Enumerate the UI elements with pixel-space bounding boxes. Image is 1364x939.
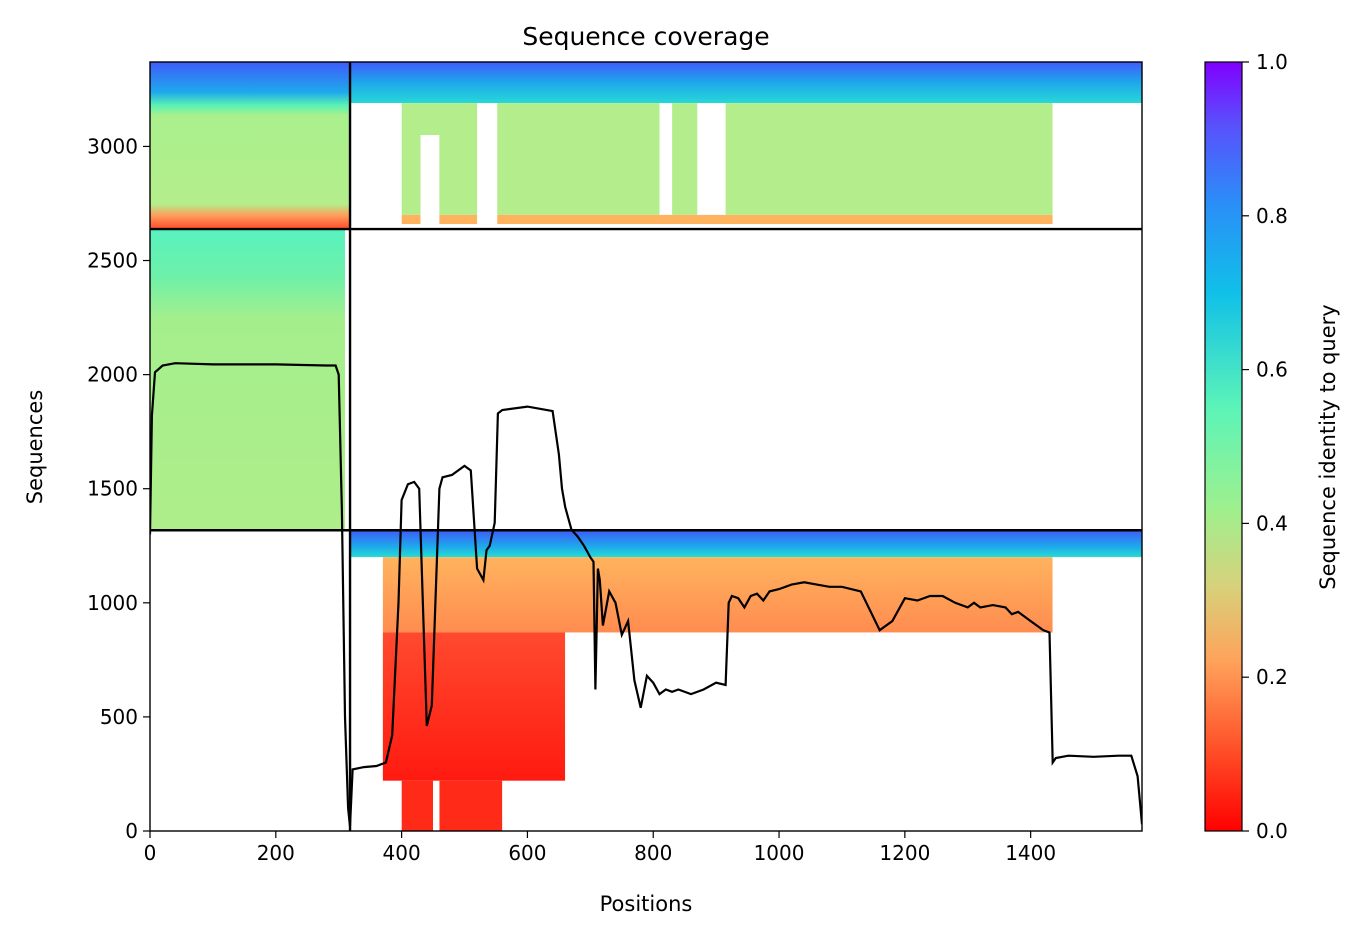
y-tick-label: 2500 — [87, 249, 138, 273]
y-axis-title: Sequences — [23, 390, 47, 505]
x-tick-label: 600 — [508, 841, 546, 865]
y-tick-label: 0 — [125, 819, 138, 843]
coverage-gap-1 — [420, 135, 440, 225]
coverage-gap-0 — [350, 103, 402, 225]
x-axis: 0 200 400 600 800 1000 1200 1400 — [144, 831, 1056, 865]
y-tick-label: 500 — [100, 705, 138, 729]
colorbar-tick-label: 0.4 — [1256, 511, 1288, 535]
coverage-gap-10 — [433, 780, 440, 831]
block-top-left — [150, 62, 351, 230]
x-tick-label: 200 — [257, 841, 295, 865]
colorbar-tick-label: 1.0 — [1256, 50, 1288, 74]
plot-frame — [149, 61, 1143, 832]
block-low-low — [382, 632, 566, 781]
coverage-heatmap — [150, 62, 1142, 831]
block-mid-left — [150, 229, 346, 531]
y-tick-label: 3000 — [87, 134, 138, 158]
block-top-right-mid — [401, 103, 1053, 215]
colorbar-tick-label: 0.0 — [1256, 819, 1288, 843]
colorbar — [1204, 61, 1243, 832]
block-low-mid — [382, 557, 1053, 633]
x-tick-label: 1000 — [754, 841, 805, 865]
colorbar-ticks: 0.0 0.2 0.4 0.6 0.8 1.0 — [1242, 50, 1288, 843]
y-tick-label: 2000 — [87, 363, 138, 387]
x-axis-title: Positions — [600, 892, 693, 916]
coverage-gap-7 — [1052, 557, 1142, 633]
coverage-line — [150, 362, 1142, 827]
x-tick-label: 800 — [634, 841, 672, 865]
x-tick-label: 1400 — [1005, 841, 1056, 865]
coverage-gap-8 — [565, 632, 1142, 831]
colorbar-tick-label: 0.8 — [1256, 204, 1288, 228]
y-tick-label: 1000 — [87, 591, 138, 615]
colorbar-tick-label: 0.6 — [1256, 358, 1288, 382]
y-axis: 0 500 1000 1500 2000 2500 3000 — [87, 134, 150, 843]
coverage-gap-11 — [502, 780, 566, 831]
block-top-right-low — [401, 214, 1053, 225]
chart-title: Sequence coverage — [522, 22, 769, 51]
coverage-gap-4 — [697, 103, 726, 215]
block-separators — [150, 62, 1142, 831]
coverage-gap-6 — [350, 557, 383, 831]
coverage-gap-3 — [659, 103, 673, 215]
x-tick-label: 400 — [383, 841, 421, 865]
colorbar-title: Sequence identity to query — [1316, 304, 1340, 589]
x-tick-label: 1200 — [879, 841, 930, 865]
block-low-tail-b — [439, 780, 503, 831]
y-tick-label: 1500 — [87, 477, 138, 501]
block-top-right-high — [350, 62, 1142, 104]
coverage-gap-9 — [382, 780, 402, 831]
coverage-gap-5 — [1052, 103, 1142, 225]
block-low-tail-a — [401, 780, 434, 831]
x-tick-label: 0 — [144, 841, 157, 865]
block-low-high — [350, 530, 1142, 558]
coverage-gap-2 — [477, 103, 498, 225]
colorbar-tick-label: 0.2 — [1256, 665, 1288, 689]
